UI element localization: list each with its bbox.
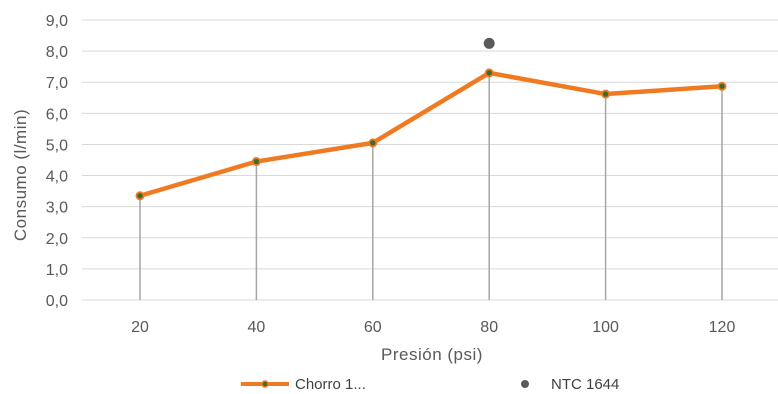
legend: Chorro 1... NTC 1644 (241, 376, 619, 393)
data-point (368, 138, 378, 148)
series-line-chorro (137, 70, 725, 199)
y-tick-label: 7,0 (46, 75, 68, 92)
data-point-ntc (483, 37, 495, 49)
legend-label-ntc: NTC 1644 (551, 376, 619, 393)
legend-item-ntc: NTC 1644 (521, 376, 619, 393)
y-tick-label: 0,0 (46, 293, 68, 310)
data-point (601, 89, 611, 99)
y-tick-label: 1,0 (46, 262, 68, 279)
data-point (135, 191, 145, 201)
data-point (484, 68, 494, 78)
series (135, 37, 727, 201)
y-tick-label: 3,0 (46, 200, 68, 217)
legend-marker-swatch (521, 380, 529, 388)
x-tick-label: 20 (131, 319, 149, 336)
y-axis-ticks: 0,0 1,0 2,0 3,0 4,0 5,0 6,0 7,0 8,0 9,0 (46, 13, 68, 310)
legend-marker-swatch (261, 380, 269, 388)
y-tick-label: 4,0 (46, 169, 68, 186)
y-axis-title: Consumo (l/min) (11, 109, 30, 241)
gridlines (82, 19, 778, 301)
x-tick-label: 40 (248, 319, 266, 336)
x-tick-label: 60 (364, 319, 382, 336)
drop-lines (139, 72, 723, 300)
y-tick-label: 8,0 (46, 44, 68, 61)
y-tick-label: 9,0 (46, 13, 68, 30)
legend-label-chorro: Chorro 1... (295, 376, 366, 393)
x-tick-label: 100 (592, 319, 619, 336)
y-tick-label: 6,0 (46, 106, 68, 123)
data-point (251, 157, 261, 167)
legend-item-chorro: Chorro 1... (241, 376, 366, 393)
data-point (717, 81, 727, 91)
x-tick-label: 80 (480, 319, 498, 336)
x-axis-ticks: 20 40 60 80 100 120 (131, 319, 735, 336)
y-tick-label: 5,0 (46, 137, 68, 154)
x-axis-title: Presión (psi) (381, 345, 483, 364)
x-tick-label: 120 (709, 319, 736, 336)
y-tick-label: 2,0 (46, 231, 68, 248)
